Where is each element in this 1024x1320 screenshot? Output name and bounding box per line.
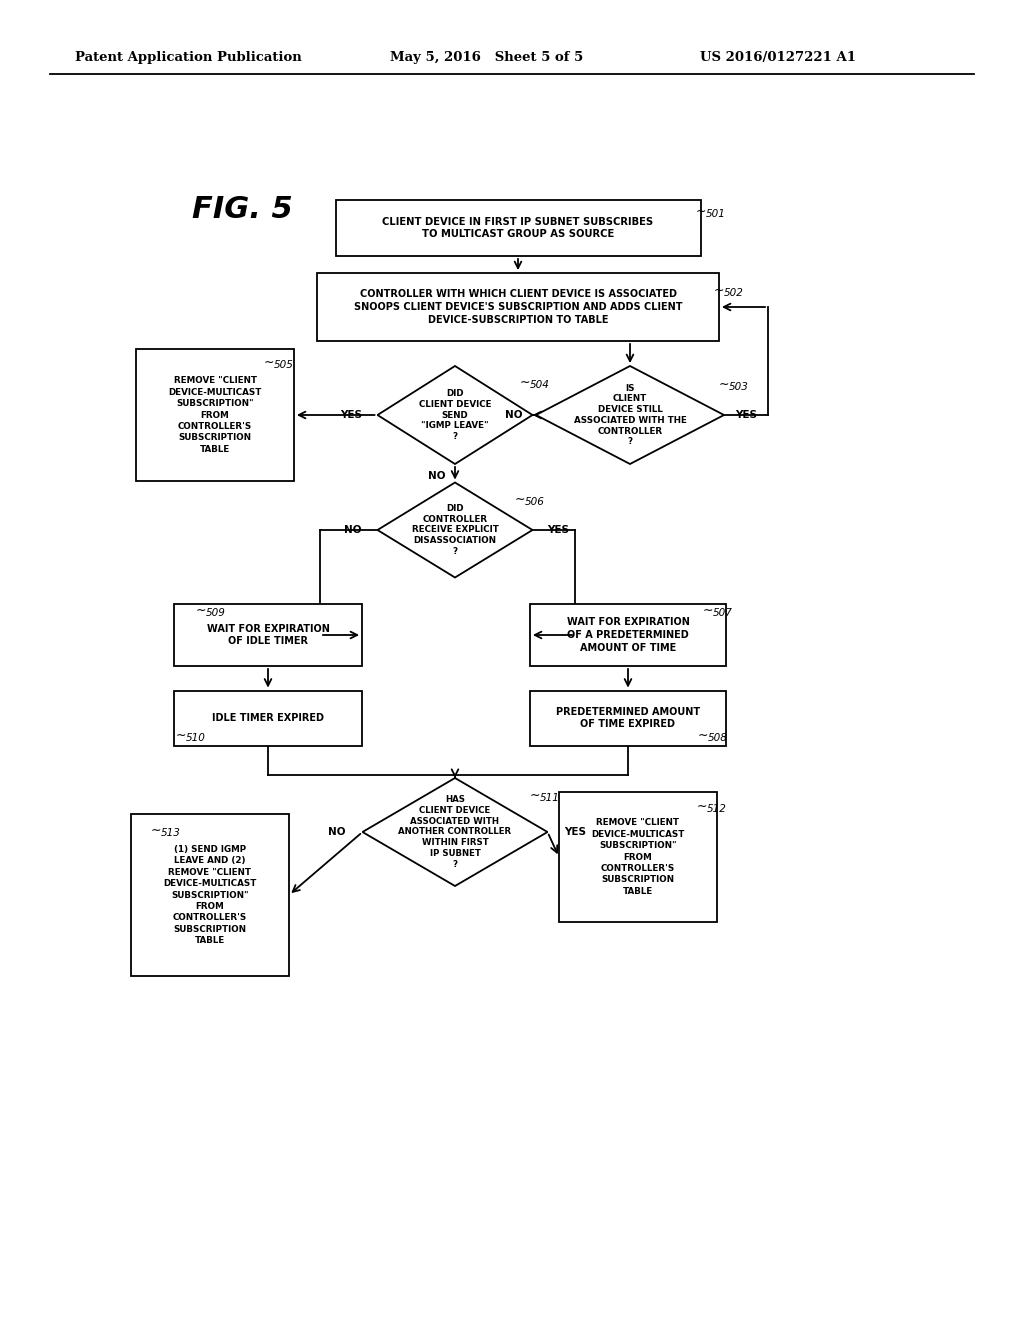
Text: NO: NO bbox=[428, 471, 445, 480]
Text: ∼: ∼ bbox=[519, 375, 530, 388]
Text: 502: 502 bbox=[724, 288, 743, 298]
Polygon shape bbox=[378, 483, 532, 578]
Text: ∼: ∼ bbox=[196, 603, 207, 616]
Text: May 5, 2016   Sheet 5 of 5: May 5, 2016 Sheet 5 of 5 bbox=[390, 51, 584, 65]
Text: 510: 510 bbox=[186, 733, 206, 743]
Text: ∼: ∼ bbox=[514, 492, 525, 506]
Bar bbox=[174, 605, 362, 667]
Text: CLIENT DEVICE IN FIRST IP SUBNET SUBSCRIBES
TO MULTICAST GROUP AS SOURCE: CLIENT DEVICE IN FIRST IP SUBNET SUBSCRI… bbox=[382, 216, 653, 239]
Text: US 2016/0127221 A1: US 2016/0127221 A1 bbox=[700, 51, 856, 65]
Bar bbox=[174, 690, 362, 746]
Text: ∼: ∼ bbox=[151, 824, 162, 837]
Bar bbox=[530, 690, 726, 746]
Text: 504: 504 bbox=[529, 380, 549, 389]
Text: 501: 501 bbox=[706, 209, 725, 219]
Text: WAIT FOR EXPIRATION
OF A PREDETERMINED
AMOUNT OF TIME: WAIT FOR EXPIRATION OF A PREDETERMINED A… bbox=[566, 618, 689, 653]
Text: ∼: ∼ bbox=[698, 729, 709, 742]
Text: PREDETERMINED AMOUNT
OF TIME EXPIRED: PREDETERMINED AMOUNT OF TIME EXPIRED bbox=[556, 706, 700, 730]
Text: NO: NO bbox=[505, 411, 522, 420]
Text: 509: 509 bbox=[206, 609, 226, 618]
Text: ∼: ∼ bbox=[695, 205, 706, 218]
Text: DID
CONTROLLER
RECEIVE EXPLICIT
DISASSOCIATION
?: DID CONTROLLER RECEIVE EXPLICIT DISASSOC… bbox=[412, 504, 499, 556]
Text: FIG. 5: FIG. 5 bbox=[193, 195, 293, 224]
Text: ∼: ∼ bbox=[714, 284, 725, 297]
Text: 503: 503 bbox=[729, 381, 749, 392]
Text: (1) SEND IGMP
LEAVE AND (2)
REMOVE "CLIENT
DEVICE-MULTICAST
SUBSCRIPTION"
FROM
C: (1) SEND IGMP LEAVE AND (2) REMOVE "CLIE… bbox=[163, 845, 257, 945]
Text: ∼: ∼ bbox=[719, 378, 729, 391]
Text: ∼: ∼ bbox=[697, 800, 708, 813]
Text: 507: 507 bbox=[713, 609, 733, 618]
Text: YES: YES bbox=[564, 828, 587, 837]
Text: NO: NO bbox=[344, 525, 361, 535]
Text: CONTROLLER WITH WHICH CLIENT DEVICE IS ASSOCIATED
SNOOPS CLIENT DEVICE'S SUBSCRI: CONTROLLER WITH WHICH CLIENT DEVICE IS A… bbox=[353, 289, 682, 325]
Bar bbox=[336, 201, 700, 256]
Bar bbox=[131, 814, 289, 975]
Text: ∼: ∼ bbox=[703, 603, 714, 616]
Polygon shape bbox=[378, 366, 532, 465]
Text: 506: 506 bbox=[524, 498, 545, 507]
Text: Patent Application Publication: Patent Application Publication bbox=[75, 51, 302, 65]
Text: YES: YES bbox=[548, 525, 569, 535]
Text: ∼: ∼ bbox=[176, 729, 186, 742]
Text: 511: 511 bbox=[540, 793, 559, 803]
Bar bbox=[317, 273, 719, 341]
Text: 508: 508 bbox=[708, 733, 728, 743]
Polygon shape bbox=[536, 366, 724, 465]
Text: 513: 513 bbox=[161, 828, 181, 838]
Text: ∼: ∼ bbox=[529, 788, 540, 801]
Text: HAS
CLIENT DEVICE
ASSOCIATED WITH
ANOTHER CONTROLLER
WITHIN FIRST
IP SUBNET
?: HAS CLIENT DEVICE ASSOCIATED WITH ANOTHE… bbox=[398, 795, 512, 869]
Text: 512: 512 bbox=[707, 804, 727, 814]
Bar bbox=[136, 348, 294, 480]
Text: YES: YES bbox=[735, 411, 757, 420]
Bar bbox=[559, 792, 717, 921]
Bar bbox=[530, 605, 726, 667]
Text: REMOVE "CLIENT
DEVICE-MULTICAST
SUBSCRIPTION"
FROM
CONTROLLER'S
SUBSCRIPTION
TAB: REMOVE "CLIENT DEVICE-MULTICAST SUBSCRIP… bbox=[168, 376, 262, 454]
Polygon shape bbox=[362, 777, 548, 886]
Text: 505: 505 bbox=[274, 360, 294, 370]
Text: NO: NO bbox=[328, 828, 345, 837]
Text: IDLE TIMER EXPIRED: IDLE TIMER EXPIRED bbox=[212, 713, 324, 723]
Text: ∼: ∼ bbox=[264, 355, 274, 368]
Text: WAIT FOR EXPIRATION
OF IDLE TIMER: WAIT FOR EXPIRATION OF IDLE TIMER bbox=[207, 623, 330, 647]
Text: IS
CLIENT
DEVICE STILL
ASSOCIATED WITH THE
CONTROLLER
?: IS CLIENT DEVICE STILL ASSOCIATED WITH T… bbox=[573, 384, 686, 446]
Text: YES: YES bbox=[341, 411, 362, 420]
Text: REMOVE "CLIENT
DEVICE-MULTICAST
SUBSCRIPTION"
FROM
CONTROLLER'S
SUBSCRIPTION
TAB: REMOVE "CLIENT DEVICE-MULTICAST SUBSCRIP… bbox=[591, 818, 685, 896]
Text: DID
CLIENT DEVICE
SEND
"IGMP LEAVE"
?: DID CLIENT DEVICE SEND "IGMP LEAVE" ? bbox=[419, 389, 492, 441]
